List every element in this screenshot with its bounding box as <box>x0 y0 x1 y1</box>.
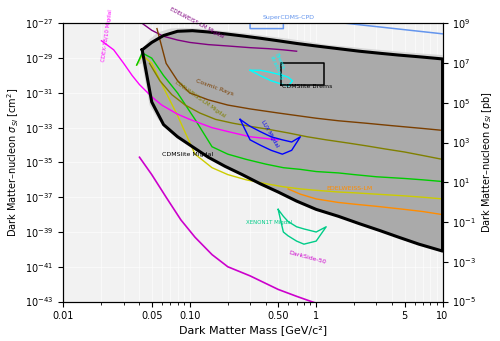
Y-axis label: Dark Matter–nucleon $\sigma_{SI}$ [cm$^2$]: Dark Matter–nucleon $\sigma_{SI}$ [cm$^2… <box>6 88 21 237</box>
Text: DarkSide-50: DarkSide-50 <box>288 250 327 265</box>
Text: CDMSlite Brems: CDMSlite Brems <box>282 84 333 89</box>
Text: CDEX-1B/10 Migdal: CDEX-1B/10 Migdal <box>102 9 114 62</box>
X-axis label: Dark Matter Mass [GeV/c²]: Dark Matter Mass [GeV/c²] <box>179 325 327 336</box>
Y-axis label: Dark Matter–nucleon $\sigma_{SI}$ [pb]: Dark Matter–nucleon $\sigma_{SI}$ [pb] <box>480 91 494 234</box>
Text: Brems-
strahlung: Brems- strahlung <box>268 52 289 80</box>
Polygon shape <box>142 31 442 251</box>
Text: SuperCDMS-CPD: SuperCDMS-CPD <box>263 15 315 20</box>
Text: EDELWEISS-LM Migdal: EDELWEISS-LM Migdal <box>168 6 224 39</box>
Polygon shape <box>136 28 442 241</box>
Text: Cosmic Rays: Cosmic Rays <box>195 78 234 97</box>
Text: XENON1T Migdal: XENON1T Migdal <box>246 220 292 225</box>
Text: LUX Migdal: LUX Migdal <box>260 120 280 149</box>
Text: EDELWEISS-LM: EDELWEISS-LM <box>326 186 372 191</box>
Text: EDELWEISS-LM Migdal: EDELWEISS-LM Migdal <box>174 79 227 118</box>
Text: CDMSlite Migdal: CDMSlite Migdal <box>162 151 213 157</box>
